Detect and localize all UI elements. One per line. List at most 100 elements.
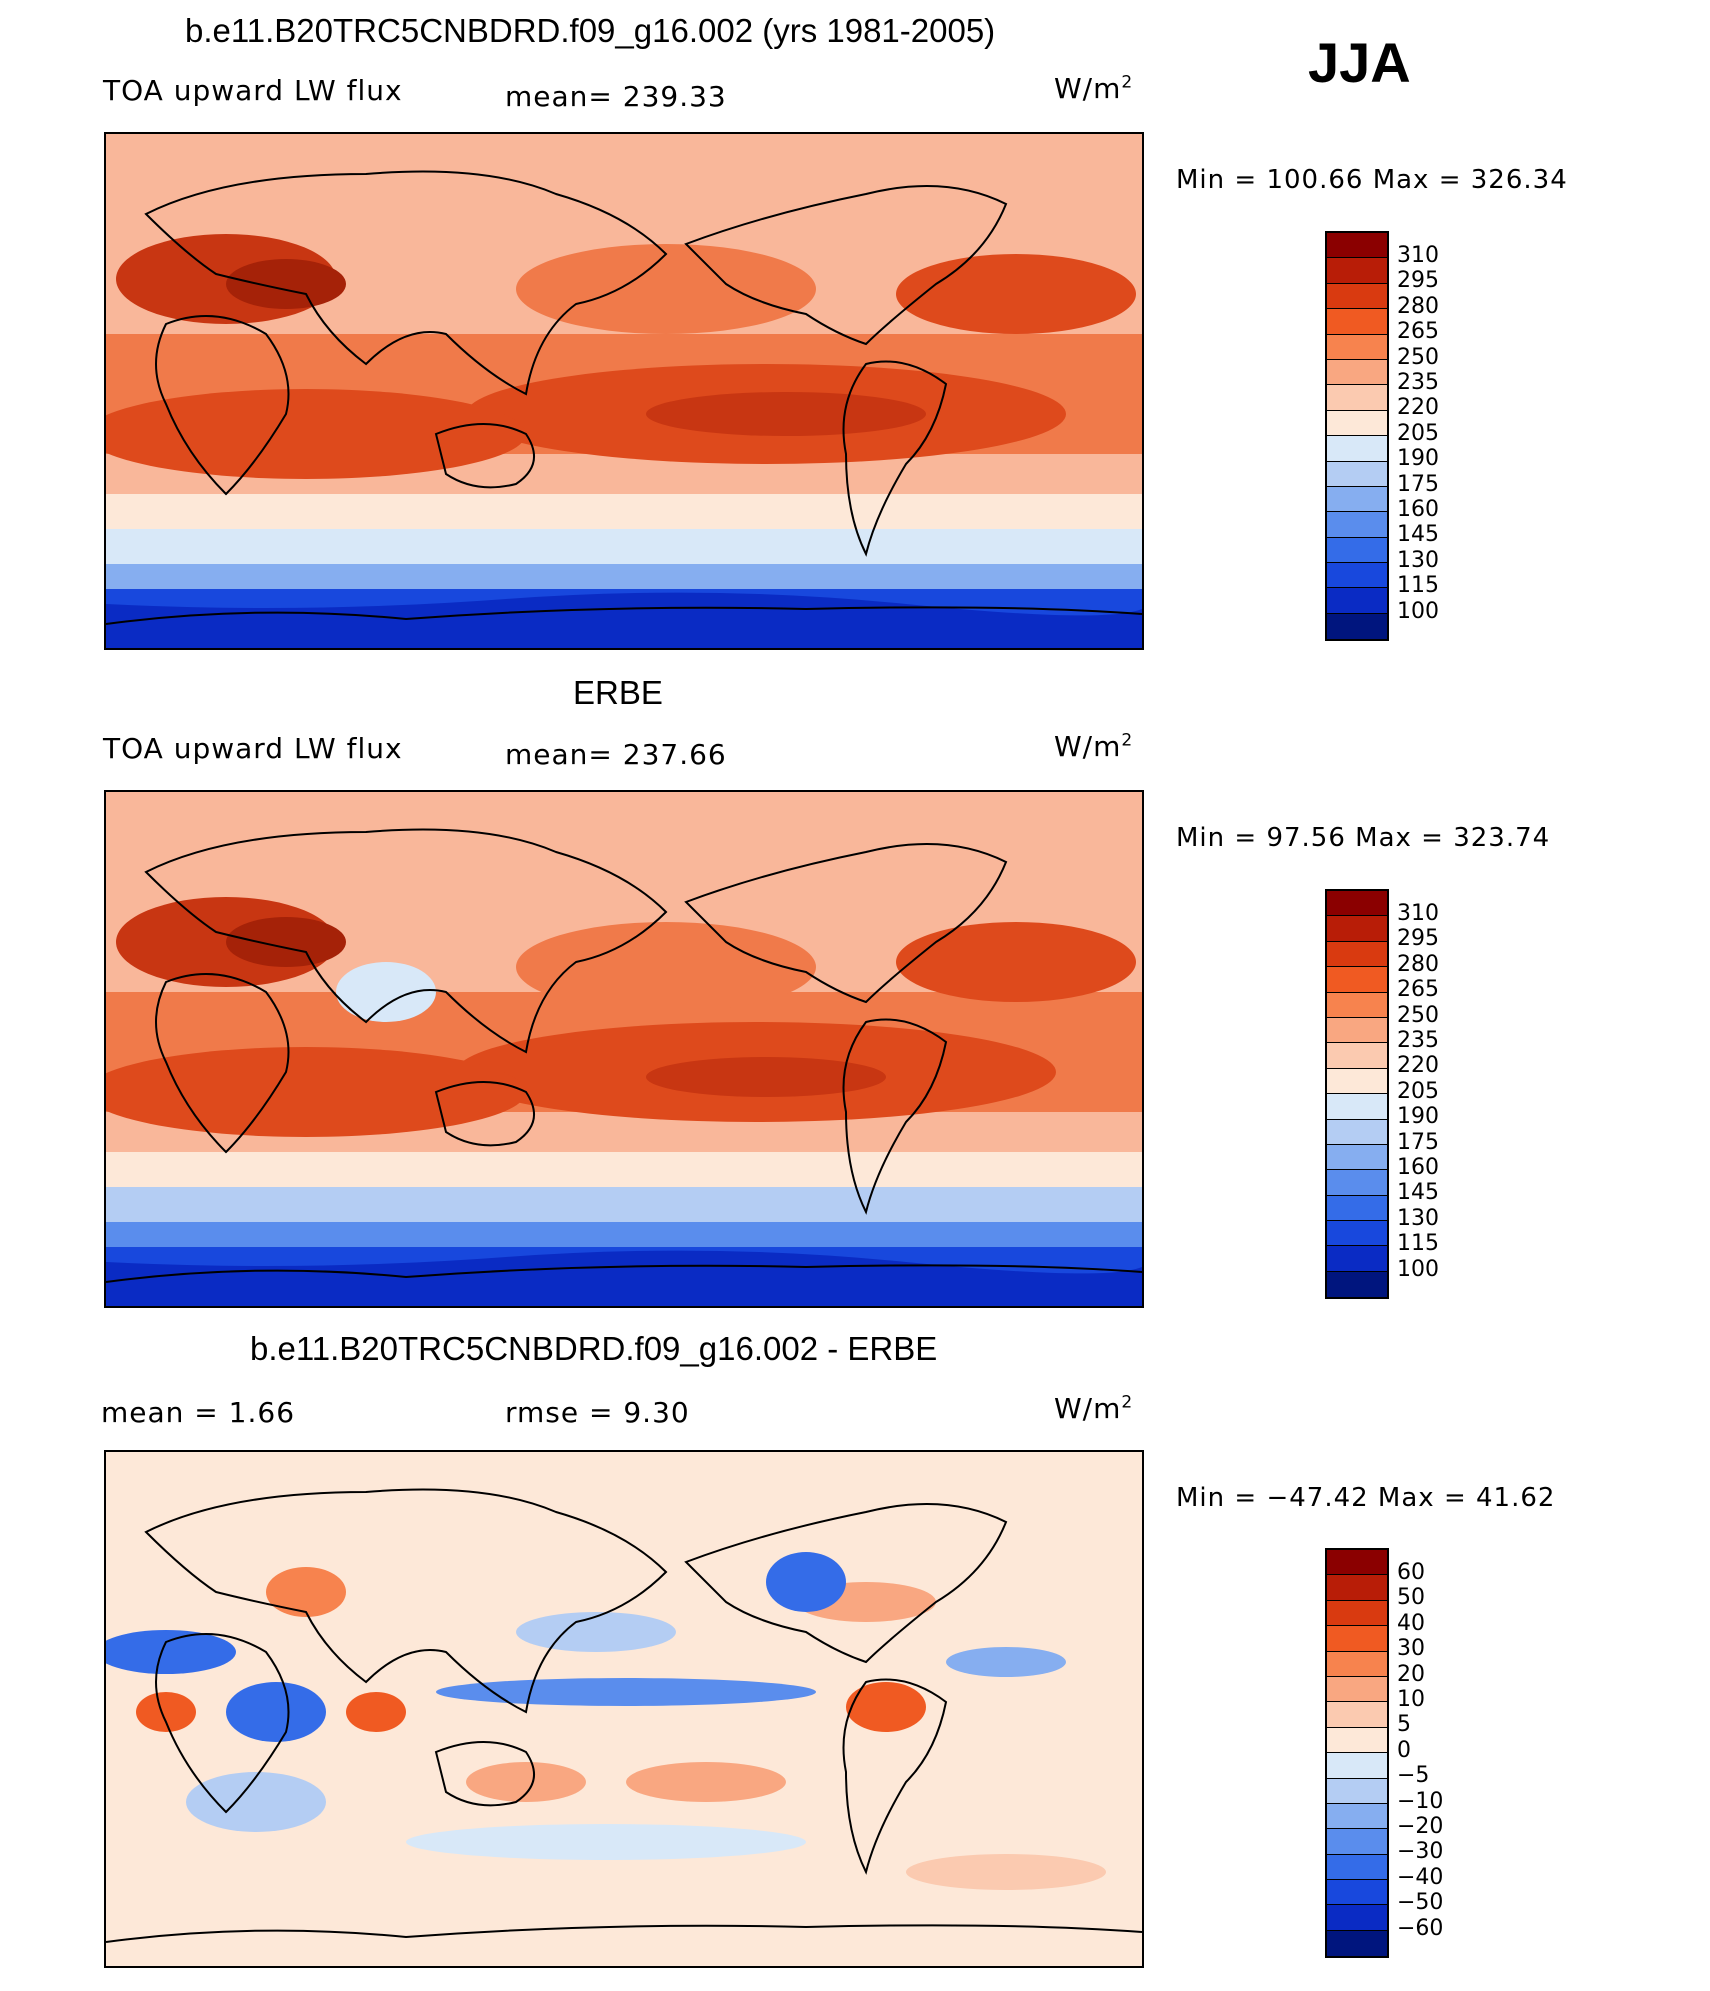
panel1-minmax: Min = 100.66 Max = 326.34 [1176, 165, 1568, 195]
colorbar-tick-label: −50 [1397, 1890, 1444, 1916]
colorbar-swatch [1327, 1246, 1387, 1272]
colorbar-tick-label: 175 [1397, 471, 1439, 497]
colorbar-swatch [1327, 1753, 1387, 1779]
colorbar-swatch [1327, 359, 1387, 386]
colorbar-swatch [1327, 916, 1387, 942]
colorbar-tick-label: 30 [1397, 1636, 1425, 1662]
panel1-colorbar [1325, 231, 1389, 641]
colorbar-swatch [1327, 1119, 1387, 1145]
colorbar-tick-label: 205 [1397, 420, 1439, 446]
colorbar-tick-label: 190 [1397, 446, 1439, 472]
colorbar-swatch [1327, 258, 1387, 284]
season-label: JJA [1308, 31, 1411, 94]
colorbar-tick-label: 115 [1397, 573, 1439, 599]
colorbar-tick-label: 310 [1397, 243, 1439, 268]
panel3-mean-label: mean = 1.66 [101, 1396, 296, 1429]
colorbar-tick-label: 265 [1397, 319, 1439, 345]
colorbar-tick-label: 10 [1397, 1687, 1425, 1712]
colorbar-tick-label: 100 [1397, 598, 1439, 624]
colorbar-swatch [1327, 1727, 1387, 1754]
colorbar-swatch [1327, 512, 1387, 538]
colorbar-swatch [1327, 1930, 1387, 1957]
panel2-colorbar [1325, 889, 1389, 1299]
colorbar-tick-label: −10 [1397, 1788, 1444, 1814]
panel2-units: W/m2 [1054, 730, 1134, 763]
colorbar-tick-label: 235 [1397, 370, 1439, 395]
colorbar-tick-label: 40 [1397, 1610, 1425, 1636]
colorbar-tick-label: 50 [1397, 1585, 1425, 1611]
colorbar-swatch [1327, 1271, 1387, 1298]
colorbar-tick-label: 160 [1397, 1155, 1439, 1180]
colorbar-swatch [1327, 461, 1387, 487]
colorbar-swatch [1327, 1221, 1387, 1247]
colorbar-swatch [1327, 410, 1387, 437]
colorbar-swatch [1327, 613, 1387, 640]
colorbar-swatch [1327, 1068, 1387, 1095]
panel2-mean-label: mean= 237.66 [505, 738, 727, 771]
colorbar-swatch [1327, 1144, 1387, 1171]
colorbar-tick-label: 20 [1397, 1661, 1425, 1687]
colorbar-tick-label: 100 [1397, 1256, 1439, 1282]
panel1-units: W/m2 [1054, 72, 1134, 105]
colorbar-tick-label: 60 [1397, 1560, 1425, 1585]
colorbar-swatch [1327, 1043, 1387, 1069]
panel2-minmax: Min = 97.56 Max = 323.74 [1176, 823, 1551, 853]
colorbar-swatch [1327, 233, 1387, 259]
colorbar-swatch [1327, 941, 1387, 968]
colorbar-swatch [1327, 1676, 1387, 1703]
panel3-units: W/m2 [1054, 1392, 1134, 1425]
colorbar-tick-label: −40 [1397, 1864, 1444, 1890]
colorbar-swatch [1327, 385, 1387, 411]
colorbar-swatch [1327, 1854, 1387, 1881]
colorbar-tick-label: 5 [1397, 1712, 1411, 1738]
colorbar-swatch [1327, 588, 1387, 614]
colorbar-swatch [1327, 436, 1387, 462]
colorbar-tick-label: −20 [1397, 1814, 1444, 1839]
panel2-variable-label: TOA upward LW flux [103, 732, 403, 765]
panel1-map [104, 132, 1144, 650]
colorbar-tick-label: 220 [1397, 1053, 1439, 1079]
colorbar-tick-label: 280 [1397, 951, 1439, 977]
colorbar-tick-label: 175 [1397, 1129, 1439, 1155]
colorbar-swatch [1327, 1170, 1387, 1196]
colorbar-swatch [1327, 1094, 1387, 1120]
colorbar-swatch [1327, 537, 1387, 564]
colorbar-tick-label: 130 [1397, 547, 1439, 573]
colorbar-tick-label: −30 [1397, 1839, 1444, 1865]
colorbar-swatch [1327, 1575, 1387, 1601]
colorbar-swatch [1327, 891, 1387, 917]
colorbar-swatch [1327, 967, 1387, 993]
colorbar-tick-label: 160 [1397, 497, 1439, 522]
colorbar-tick-label: 280 [1397, 293, 1439, 319]
panel3-minmax: Min = −47.42 Max = 41.62 [1176, 1483, 1556, 1513]
colorbar-tick-label: −60 [1397, 1915, 1444, 1941]
colorbar-swatch [1327, 1550, 1387, 1576]
colorbar-tick-label: 220 [1397, 395, 1439, 421]
panel3-map [104, 1450, 1144, 1968]
colorbar-tick-label: 130 [1397, 1205, 1439, 1231]
colorbar-tick-label: 190 [1397, 1104, 1439, 1130]
colorbar-tick-label: 295 [1397, 268, 1439, 294]
colorbar-swatch [1327, 334, 1387, 360]
colorbar-swatch [1327, 1017, 1387, 1044]
colorbar-tick-label: 0 [1397, 1737, 1411, 1763]
colorbar-swatch [1327, 283, 1387, 310]
colorbar-swatch [1327, 309, 1387, 335]
colorbar-swatch [1327, 1880, 1387, 1906]
panel1-variable-label: TOA upward LW flux [103, 74, 403, 107]
colorbar-tick-label: −5 [1397, 1763, 1430, 1789]
colorbar-swatch [1327, 1702, 1387, 1728]
colorbar-tick-label: 250 [1397, 344, 1439, 370]
colorbar-tick-label: 115 [1397, 1231, 1439, 1257]
colorbar-tick-label: 265 [1397, 977, 1439, 1003]
colorbar-swatch [1327, 1778, 1387, 1804]
colorbar-swatch [1327, 1905, 1387, 1931]
colorbar-swatch [1327, 1803, 1387, 1830]
colorbar-swatch [1327, 1626, 1387, 1652]
colorbar-tick-label: 235 [1397, 1028, 1439, 1053]
colorbar-swatch [1327, 1195, 1387, 1222]
colorbar-swatch [1327, 1600, 1387, 1627]
colorbar-tick-label: 310 [1397, 901, 1439, 926]
panel2-map [104, 790, 1144, 1308]
colorbar-tick-label: 145 [1397, 522, 1439, 548]
